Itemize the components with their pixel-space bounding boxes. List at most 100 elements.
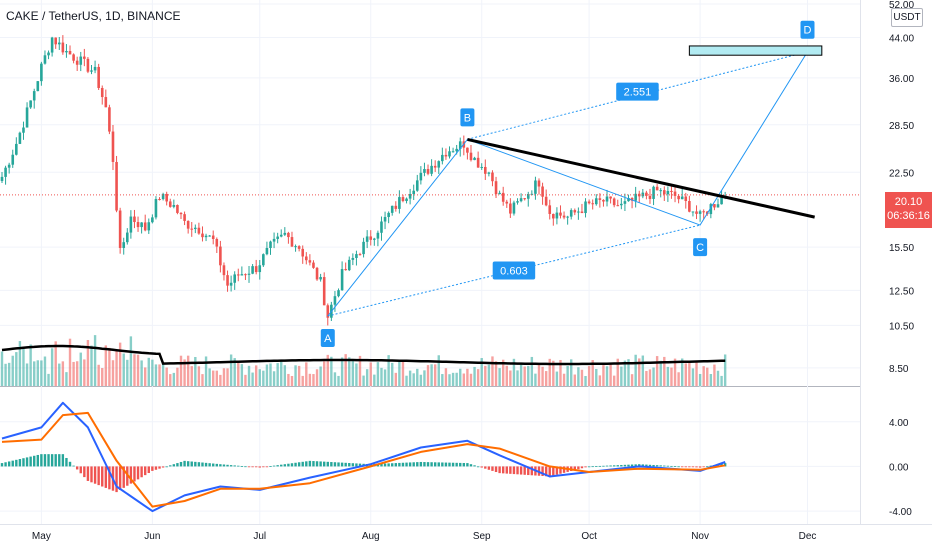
candle-body [541,186,544,197]
candle-body [451,151,455,153]
ac-ratio-label-bg [492,261,536,280]
candle-body [405,198,408,202]
volume-bar [22,346,25,386]
macd-histogram-bar [398,462,401,467]
macd-histogram-bar [326,461,329,467]
volume-bar [469,373,473,386]
volume-bar [723,354,727,386]
volume-bar [254,365,258,386]
candle-body [494,181,498,195]
volume-bar [720,375,723,386]
volume-bar [351,359,355,386]
volume-bar [151,359,154,386]
candle-body [215,239,219,247]
candle-body [18,132,22,144]
candle-body [129,216,133,233]
pattern-point-d-bg [800,20,815,39]
volume-bar [333,372,337,386]
volume-bar [237,362,240,386]
macd-histogram-bar [43,454,47,467]
volume-bar [330,356,333,386]
candle-body [702,211,705,213]
candle-body [526,194,530,199]
macd-histogram-bar [258,466,261,468]
candle-body [111,131,115,162]
volume-bar [555,371,559,386]
volume-bar [186,355,190,386]
candle-body [222,265,226,276]
candle-body [183,214,186,221]
macd-histogram-bar [83,466,86,478]
macd-histogram-bar [655,465,659,467]
macd-signal-line [1,411,726,508]
time-tick-label: Jul [253,531,266,542]
bd-ratio-line [467,51,808,140]
candle-body [652,186,655,199]
macd-histogram-bar [387,463,390,467]
candle-body [226,275,229,286]
bd-ratio-label-bg [616,82,659,101]
macd-histogram-bar [233,465,236,467]
volume-bar [154,364,158,386]
volume-bar [247,365,251,386]
candle-body [0,176,4,181]
volume-bar [258,369,261,386]
macd-histogram-bar [50,454,54,467]
volume-bar [86,340,90,386]
candle-body [265,247,269,255]
volume-bar [297,365,301,386]
macd-histogram-bar [351,463,355,467]
candle-body [666,190,670,195]
candle-body [426,169,430,174]
candle-body [158,199,161,201]
currency-unit-button[interactable]: USDT [891,8,923,27]
macd-histogram-bar [698,466,702,468]
macd-histogram-bar [430,462,433,467]
volume-bar [337,375,340,386]
candle-body [630,197,634,201]
volume-bar [673,358,677,386]
volume-bar [326,354,329,386]
candle-body [423,169,426,173]
pattern-point-c-bg [693,238,708,257]
macd-histogram-bar [147,466,150,474]
candle-body [68,51,72,55]
macd-histogram-bar [681,466,684,468]
macd-histogram-bar [516,466,519,475]
candle-body [104,97,108,108]
volume-bar [448,374,451,386]
candle-body [383,217,387,222]
candle-body [437,161,441,168]
candle-body [605,196,609,202]
pattern-point-a: A [324,333,332,345]
volume-bar [587,366,591,386]
candle-body [580,211,584,214]
volume-bar [65,372,68,386]
candle-body [75,60,79,65]
price-tick-label: 8.50 [889,364,909,375]
candle-body [698,211,702,214]
candle-body [616,205,620,207]
candle-body [347,259,351,271]
macd-histogram-bar [204,462,208,467]
macd-histogram-bar [459,462,462,467]
price-tick-label: 22.50 [889,168,914,179]
volume-bar [344,354,347,386]
volume-bar [376,362,380,386]
candle-body [79,56,83,65]
volume-bar [462,373,466,386]
volume-bar [627,359,630,386]
candle-body [534,180,537,194]
time-tick-label: Aug [362,531,380,542]
macd-histogram-bar [473,465,476,467]
volume-bar [391,362,394,386]
volume-bar [79,352,82,386]
macd-histogram-bar [505,466,508,474]
macd-histogram-bar [229,465,233,467]
macd-histogram-bar [22,458,25,467]
macd-histogram-bar [494,466,498,473]
volume-bar [7,362,11,386]
macd-histogram-bar [93,466,97,484]
volume-bar [559,359,562,386]
volume-bar [691,368,695,386]
